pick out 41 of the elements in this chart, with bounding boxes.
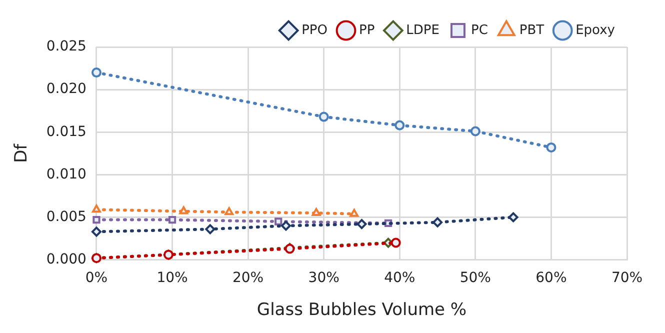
point [312, 208, 321, 216]
y-axis-title: Df [12, 142, 32, 163]
x-tick-label: 30% [308, 270, 340, 286]
y-tick-label: 0.020 [46, 81, 86, 98]
x-tick-label: 0% [85, 270, 108, 286]
legend-label: PP [358, 22, 375, 38]
point [508, 212, 518, 222]
point [168, 216, 176, 224]
point [394, 120, 405, 130]
x-tick-label: 10% [156, 270, 188, 286]
point [179, 206, 188, 214]
point [92, 216, 100, 224]
legend-label: LDPE [406, 22, 440, 38]
y-tick-label: 0.015 [46, 124, 86, 140]
x-tick-label: 60% [536, 270, 567, 286]
x-axis-title: Glass Bubbles Volume % [256, 300, 467, 320]
legend-label: PBT [519, 22, 544, 38]
legend-label: Epoxy [576, 22, 616, 38]
legend-label: PPO [302, 22, 328, 38]
y-tick-label: 0.000 [46, 251, 86, 268]
point [390, 238, 401, 248]
legend-label: PC [470, 22, 488, 38]
point [91, 226, 102, 237]
point [224, 207, 234, 216]
point [546, 142, 556, 152]
x-tick-label: 40% [384, 270, 416, 286]
point [470, 126, 480, 136]
point [91, 68, 102, 78]
point [274, 218, 282, 226]
point [432, 217, 443, 228]
point [350, 208, 359, 217]
x-tick-label: 20% [232, 270, 264, 286]
point [356, 219, 367, 230]
y-tick-label: 0.010 [46, 166, 86, 182]
y-tick-label: 0.005 [46, 208, 86, 225]
point [318, 112, 329, 122]
y-tick-label: 0.025 [46, 38, 86, 55]
x-tick-label: 70% [611, 270, 643, 286]
point [280, 220, 291, 231]
x-tick-label: 50% [460, 270, 491, 286]
point [205, 224, 216, 234]
